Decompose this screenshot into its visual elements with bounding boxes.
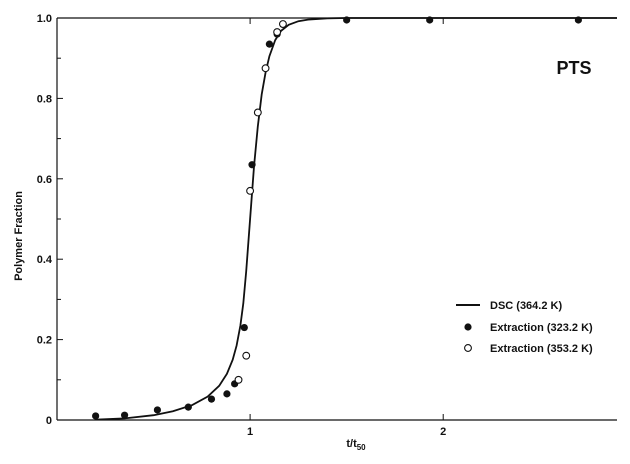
dsc-curve — [95, 17, 617, 421]
point-extraction-323 — [184, 403, 192, 411]
y-tick-label: 0 — [46, 415, 52, 427]
point-extraction-323 — [426, 16, 434, 24]
points-layer — [92, 16, 582, 420]
curve-layer — [95, 17, 617, 421]
y-tick-label: 0.2 — [37, 335, 52, 347]
point-extraction-323 — [153, 406, 162, 414]
point-extraction-323 — [265, 40, 274, 48]
x-axis-label: t/t50 — [346, 438, 366, 452]
x-axis-label-main: t/t — [346, 438, 357, 450]
point-extraction-323 — [92, 412, 100, 420]
point-extraction-353 — [261, 64, 270, 73]
point-extraction-323 — [207, 395, 216, 403]
point-extraction-353 — [242, 351, 251, 360]
y-tick-label: 0.6 — [37, 174, 52, 186]
point-extraction-323 — [248, 161, 256, 169]
point-extraction-353 — [246, 186, 255, 195]
point-extraction-353 — [273, 28, 282, 37]
point-extraction-323 — [343, 16, 351, 24]
legend-label-dsc: DSC (364.2 K) — [490, 300, 562, 312]
point-extraction-353 — [234, 375, 243, 384]
y-tick-label: 1.0 — [37, 13, 52, 25]
y-tick-label: 0.4 — [37, 254, 53, 266]
legend: DSC (364.2 K) Extraction (323.2 K) Extra… — [456, 300, 593, 355]
y-axis-label: Polymer Fraction — [13, 191, 25, 281]
point-extraction-323 — [223, 390, 231, 398]
point-extraction-323 — [574, 16, 582, 24]
legend-label-extraction-323: Extraction (323.2 K) — [490, 322, 593, 334]
legend-open-marker — [464, 344, 472, 352]
x-tick-label: 1 — [247, 426, 253, 438]
chart-annotation: PTS — [556, 58, 591, 78]
x-axis-label-sub: 50 — [357, 443, 366, 452]
x-tick-label: 2 — [440, 426, 446, 438]
point-extraction-353 — [278, 20, 287, 28]
point-extraction-323 — [240, 323, 248, 332]
axes: 0 0.2 0.4 0.6 0.8 1.0 1 2 — [37, 13, 617, 438]
y-tick-label: 0.8 — [37, 93, 52, 105]
point-extraction-353 — [253, 108, 262, 117]
legend-filled-marker — [464, 323, 472, 331]
point-extraction-323 — [120, 411, 129, 419]
legend-label-extraction-353: Extraction (353.2 K) — [490, 343, 593, 355]
